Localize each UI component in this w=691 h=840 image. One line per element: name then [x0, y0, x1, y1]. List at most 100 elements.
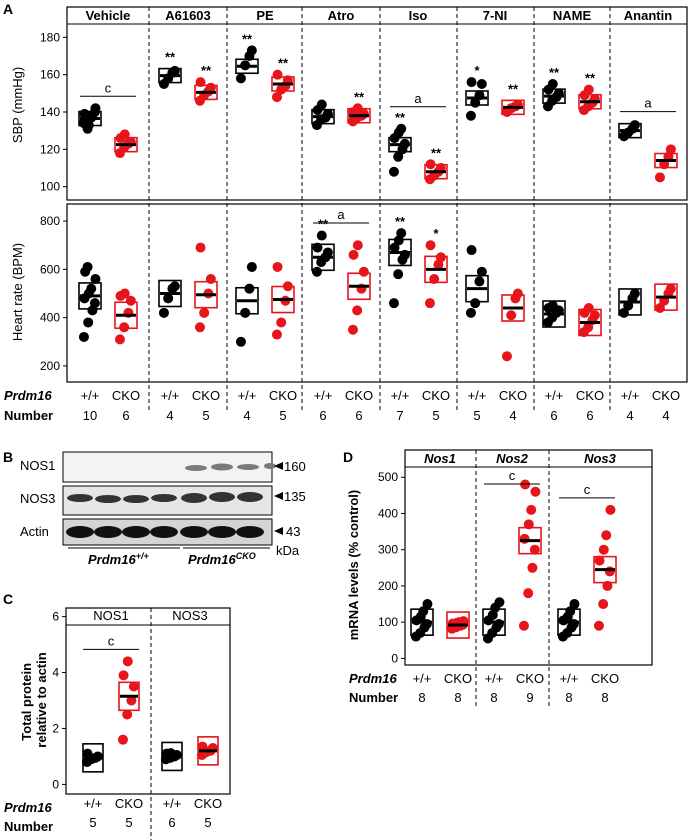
significance-cko: **	[508, 81, 519, 96]
data-point	[547, 79, 558, 89]
a-row-label-prdm16: Prdm16	[4, 388, 52, 403]
a-bottom-frame	[66, 203, 688, 383]
number-wt: 4	[166, 408, 173, 423]
number-cko: 6	[122, 408, 129, 423]
data-point	[316, 230, 327, 241]
y-tick-label: 120	[40, 142, 60, 156]
blot-group-cko: Prdm16CKO	[188, 551, 256, 567]
significance-wt: **	[165, 50, 176, 65]
data-point	[512, 288, 523, 299]
blot-row-nos1: NOS1	[20, 458, 55, 473]
data-point	[194, 322, 205, 333]
data-point	[89, 298, 100, 309]
data-point	[272, 69, 283, 80]
sem-box	[311, 108, 335, 125]
c-y-axis: 0 2 4 6	[52, 610, 66, 791]
genotype-cko: CKO	[112, 388, 140, 403]
data-point	[583, 322, 594, 333]
panel-label-b: B	[3, 449, 13, 465]
d-plot: cc	[410, 468, 617, 644]
number-wt: 6	[168, 815, 175, 830]
genotype-cko: CKO	[192, 388, 220, 403]
genotype-cko: CKO	[422, 388, 450, 403]
d-group-title-nos1: Nos1	[424, 451, 456, 466]
a-top-ylabel: SBP (mmHg)	[10, 67, 25, 143]
sem-box	[78, 282, 102, 310]
kda-160: 160	[284, 459, 306, 474]
c-table: +/+ CKO 5 5 +/+ CKO 6 5	[84, 796, 222, 830]
number-cko: 5	[202, 408, 209, 423]
sem-box	[194, 280, 218, 309]
sem-box	[542, 300, 566, 328]
sem-box	[557, 608, 581, 636]
sem-box	[114, 301, 138, 330]
data-point	[465, 307, 476, 318]
data-point	[205, 274, 216, 285]
genotype-cko: CKO	[652, 388, 680, 403]
group-title-name: NAME	[553, 8, 592, 23]
data-point	[494, 597, 505, 608]
data-point	[547, 300, 558, 311]
c-row-label-prdm16: Prdm16	[4, 800, 52, 815]
sem-box	[271, 76, 295, 92]
data-point	[629, 120, 640, 131]
data-point	[424, 298, 435, 309]
d-row-label-prdm16: Prdm16	[349, 671, 397, 686]
y-tick-label: 6	[52, 610, 59, 624]
data-point	[598, 599, 609, 610]
data-point	[466, 77, 477, 88]
data-point	[518, 620, 529, 631]
data-point	[604, 566, 615, 577]
significance-cko: **	[354, 89, 365, 104]
sem-box	[235, 58, 259, 75]
sem-box	[347, 272, 371, 301]
sem-box	[618, 122, 642, 139]
data-point	[393, 151, 404, 162]
a-bottom-plot: **a ***	[78, 207, 678, 362]
number-wt: 5	[473, 408, 480, 423]
a-group-dividers	[148, 7, 611, 410]
kda-label: kDa	[276, 543, 300, 558]
genotype-cko: CKO	[499, 388, 527, 403]
genotype-cko: CKO	[345, 388, 373, 403]
data-point	[271, 92, 282, 103]
c-frame	[65, 607, 231, 795]
sem-box	[311, 243, 335, 272]
genotype-wt: +/+	[391, 388, 410, 403]
genotype-wt: +/+	[621, 388, 640, 403]
kda-43: 43	[286, 524, 300, 539]
y-tick-label: 500	[378, 470, 398, 484]
data-point	[519, 533, 530, 544]
significance-cko: **	[585, 71, 596, 86]
data-point	[435, 252, 446, 263]
data-point	[272, 261, 283, 272]
data-point	[78, 331, 89, 342]
y-tick-label: 100	[40, 180, 60, 194]
sem-box	[446, 611, 470, 639]
panel-label-d: D	[343, 449, 353, 465]
data-point	[602, 580, 613, 591]
c-ylabel: Total protein relative to actin	[19, 652, 49, 747]
data-point	[352, 240, 363, 251]
sem-box	[593, 555, 617, 584]
number-wt: 6	[319, 408, 326, 423]
genotype-wt: +/+	[545, 388, 564, 403]
genotype-cko: CKO	[576, 388, 604, 403]
sem-box	[424, 255, 448, 284]
y-tick-label: 100	[378, 615, 398, 629]
group-title-vehicle: Vehicle	[86, 8, 131, 23]
significance-cko: **	[431, 145, 442, 160]
c-group-title-nos3: NOS3	[172, 608, 207, 623]
bracket-label: c	[509, 468, 516, 483]
sem-box	[410, 608, 434, 636]
y-tick-label: 2	[52, 721, 59, 735]
data-point	[128, 681, 139, 692]
data-point	[527, 562, 538, 573]
data-point	[117, 734, 128, 745]
number-wt: 8	[565, 690, 572, 705]
data-point	[271, 329, 282, 340]
a-top-y-axis: 100 120 140 160 180	[40, 30, 67, 194]
number-cko: 4	[509, 408, 516, 423]
data-point	[199, 307, 210, 318]
data-point	[388, 166, 399, 177]
